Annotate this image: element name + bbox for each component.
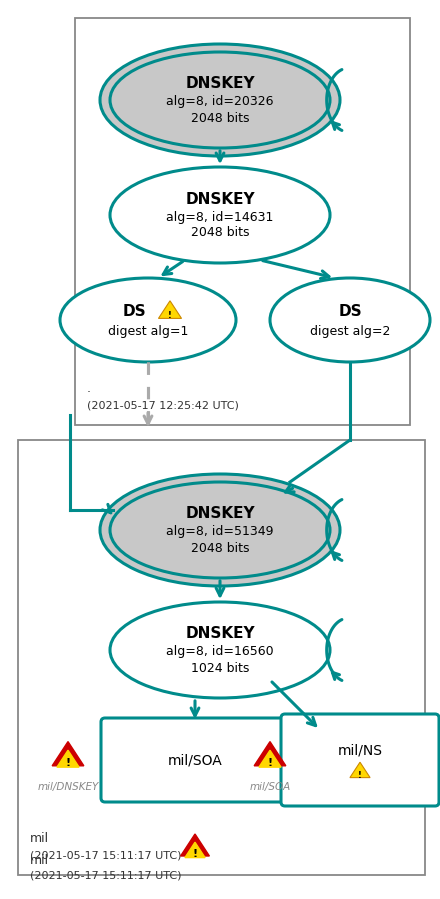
Ellipse shape — [110, 167, 330, 263]
Text: DNSKEY: DNSKEY — [185, 627, 255, 642]
Text: mil/NS: mil/NS — [337, 743, 382, 757]
FancyBboxPatch shape — [281, 714, 439, 806]
Text: DS: DS — [122, 305, 146, 319]
Text: mil/DNSKEY: mil/DNSKEY — [37, 782, 99, 792]
Text: mil: mil — [30, 832, 49, 845]
Text: DS: DS — [338, 305, 362, 319]
Ellipse shape — [270, 278, 430, 362]
Polygon shape — [158, 301, 182, 318]
Ellipse shape — [60, 278, 236, 362]
Text: mil/SOA: mil/SOA — [168, 753, 222, 767]
Text: !: ! — [268, 758, 272, 768]
Ellipse shape — [100, 474, 340, 586]
Text: alg=8, id=14631: alg=8, id=14631 — [166, 210, 274, 224]
Text: !: ! — [66, 758, 70, 768]
Text: digest alg=2: digest alg=2 — [310, 325, 390, 339]
Polygon shape — [259, 751, 281, 767]
Ellipse shape — [110, 602, 330, 698]
Bar — [18, 440, 425, 875]
Bar — [75, 18, 410, 425]
Text: 2048 bits: 2048 bits — [191, 541, 249, 555]
Text: mil: mil — [30, 853, 49, 867]
Polygon shape — [185, 842, 205, 858]
Text: (2021-05-17 12:25:42 UTC): (2021-05-17 12:25:42 UTC) — [87, 401, 239, 411]
Polygon shape — [57, 751, 79, 767]
Text: !: ! — [358, 770, 362, 779]
Text: !: ! — [168, 310, 172, 319]
Text: alg=8, id=20326: alg=8, id=20326 — [166, 95, 274, 109]
Polygon shape — [254, 742, 286, 766]
Ellipse shape — [110, 52, 330, 148]
Polygon shape — [180, 834, 209, 856]
Text: 2048 bits: 2048 bits — [191, 111, 249, 124]
Text: (2021-05-17 15:11:17 UTC): (2021-05-17 15:11:17 UTC) — [30, 851, 181, 861]
Ellipse shape — [100, 44, 340, 156]
Text: DNSKEY: DNSKEY — [185, 191, 255, 207]
Text: alg=8, id=51349: alg=8, id=51349 — [166, 526, 274, 539]
Polygon shape — [350, 762, 370, 778]
Text: (2021-05-17 15:11:17 UTC): (2021-05-17 15:11:17 UTC) — [30, 870, 181, 880]
Polygon shape — [52, 742, 84, 766]
Text: DNSKEY: DNSKEY — [185, 506, 255, 521]
Text: 2048 bits: 2048 bits — [191, 227, 249, 239]
Text: DNSKEY: DNSKEY — [185, 76, 255, 92]
Text: !: ! — [192, 849, 198, 859]
Text: 1024 bits: 1024 bits — [191, 662, 249, 674]
Ellipse shape — [110, 482, 330, 578]
Text: digest alg=1: digest alg=1 — [108, 325, 188, 339]
FancyBboxPatch shape — [101, 718, 289, 802]
Text: alg=8, id=16560: alg=8, id=16560 — [166, 645, 274, 658]
Text: mil/SOA: mil/SOA — [249, 782, 291, 792]
Text: .: . — [87, 382, 91, 395]
